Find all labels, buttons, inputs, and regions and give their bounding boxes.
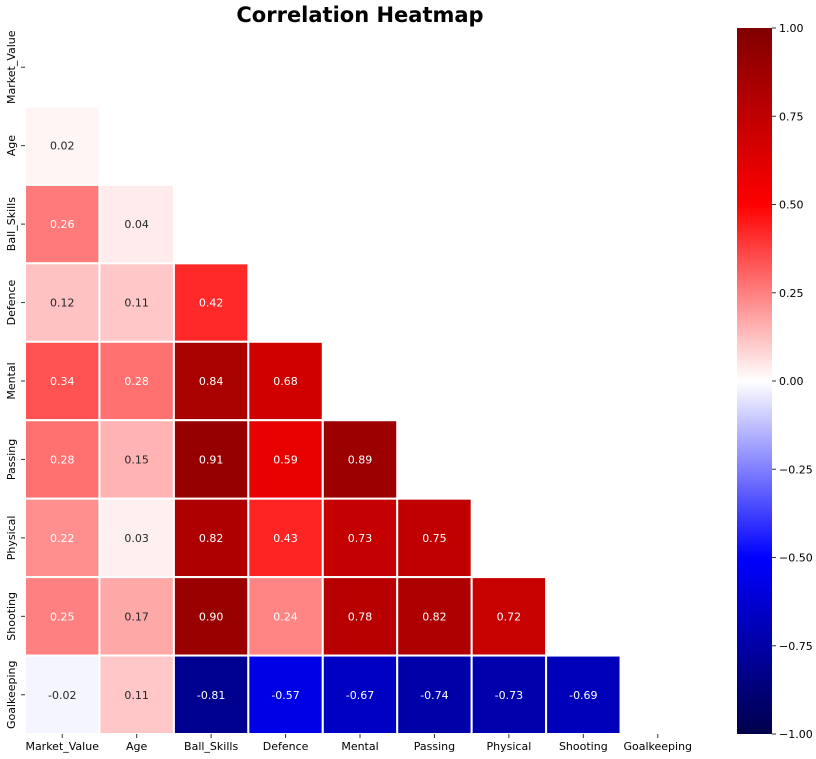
colorbar-tick-label: −0.25 (779, 463, 813, 476)
x-tick-label: Passing (414, 740, 455, 753)
y-tick-label: Market_Value (5, 30, 18, 104)
cell-value-label: 0.04 (124, 218, 149, 231)
x-tick-label: Defence (263, 740, 309, 753)
cell-value-label: 0.03 (124, 532, 149, 545)
cell-value-label: 0.11 (124, 297, 149, 310)
x-axis-ticks: Market_Value Age Ball_Skills Defence Mental P… (25, 734, 692, 753)
y-tick-label: Ball_Skills (5, 197, 18, 251)
cell-value-label: -0.74 (420, 689, 448, 702)
cell-value-label: 0.43 (273, 532, 298, 545)
heatmap-cell (24, 654, 101, 735)
heatmap-cell (98, 497, 175, 579)
cell-value-label: 0.28 (50, 453, 75, 466)
y-axis-ticks: Market_Value Age Ball_Skills Defence Mental P… (5, 30, 25, 729)
y-tick-label: Mental (5, 362, 18, 399)
x-tick-label: Physical (487, 740, 532, 753)
cell-value-label: 0.22 (50, 532, 75, 545)
x-tick-label: Shooting (559, 740, 608, 753)
cell-value-label: 0.28 (124, 375, 149, 388)
cell-value-label: -0.69 (569, 689, 597, 702)
colorbar-tick-label: 0.25 (779, 287, 804, 300)
x-tick-label: Age (126, 740, 148, 753)
y-tick-label: Passing (5, 439, 18, 480)
cell-value-label: -0.81 (197, 689, 225, 702)
cell-value-label: 0.82 (422, 610, 447, 623)
y-tick-label: Shooting (5, 592, 18, 641)
heatmap-cell (172, 497, 250, 579)
heatmap-cell (24, 576, 101, 657)
colorbar: 1.00 0.75 0.50 0.25 0.00 −0.25 −0.50 −0.75 −1.00 (737, 22, 813, 741)
heatmap-cell (247, 419, 324, 500)
cell-value-label: -0.73 (495, 689, 523, 702)
y-tick-label: Defence (5, 279, 18, 325)
chart-title: Correlation Heatmap (236, 3, 483, 27)
cell-value-label: 0.24 (273, 610, 298, 623)
colorbar-gradient (737, 28, 772, 734)
cell-value-label: 0.26 (50, 218, 75, 231)
cell-value-label: 0.68 (273, 375, 298, 388)
colorbar-tick-label: 0.75 (779, 110, 804, 123)
cell-value-label: 0.73 (348, 532, 373, 545)
cell-value-label: -0.02 (48, 689, 76, 702)
colorbar-tick-label: −0.75 (779, 640, 813, 653)
cell-value-label: 0.82 (199, 532, 224, 545)
colorbar-tick-label: 1.00 (779, 22, 804, 35)
cell-value-label: 0.90 (199, 610, 224, 623)
x-tick-label: Goalkeeping (623, 740, 692, 753)
heatmap-cell (172, 262, 250, 343)
y-tick-label: Age (5, 135, 18, 157)
heatmap-cell (98, 576, 175, 657)
heatmap-cell (321, 497, 399, 579)
heatmap-cells: 0.02 0.26 0.04 0.12 0.11 0.42 0.34 0.28 0.84 0.68… (24, 105, 622, 735)
cell-value-label: -0.57 (271, 689, 299, 702)
heatmap-cell (98, 419, 175, 500)
heatmap-cell (247, 340, 324, 422)
heatmap-cell (172, 654, 250, 735)
cell-value-label: 0.17 (124, 610, 149, 623)
cell-value-label: 0.72 (497, 610, 522, 623)
y-tick-label: Goalkeeping (5, 660, 18, 729)
colorbar-tick-label: −0.50 (779, 552, 813, 565)
cell-value-label: 0.11 (124, 689, 149, 702)
x-tick-label: Mental (341, 740, 378, 753)
colorbar-tick-label: 0.00 (779, 375, 804, 388)
cell-value-label: 0.34 (50, 375, 75, 388)
cell-value-label: 0.12 (50, 297, 75, 310)
x-tick-label: Ball_Skills (184, 740, 238, 753)
cell-value-label: 0.25 (50, 610, 75, 623)
cell-value-label: 0.89 (348, 453, 373, 466)
heatmap-cell (24, 183, 101, 265)
cell-value-label: 0.15 (124, 453, 149, 466)
cell-value-label: 0.75 (422, 532, 447, 545)
heatmap-cell (545, 654, 622, 735)
cell-value-label: -0.67 (346, 689, 374, 702)
cell-value-label: 0.84 (199, 375, 224, 388)
y-tick-label: Physical (5, 516, 18, 561)
cell-value-label: 0.78 (348, 610, 373, 623)
heatmap-cell (247, 497, 324, 579)
cell-value-label: 0.02 (50, 140, 75, 153)
cell-value-label: 0.91 (199, 453, 224, 466)
heatmap-cell (98, 340, 175, 422)
colorbar-tick-label: 0.50 (779, 199, 804, 212)
colorbar-tick-label: −1.00 (779, 728, 813, 741)
cell-value-label: 0.59 (273, 453, 298, 466)
heatmap-cell (396, 576, 473, 657)
cell-value-label: 0.42 (199, 297, 224, 310)
x-tick-label: Market_Value (25, 740, 99, 753)
heatmap-cell (396, 497, 473, 579)
heatmap-cell (470, 576, 548, 657)
